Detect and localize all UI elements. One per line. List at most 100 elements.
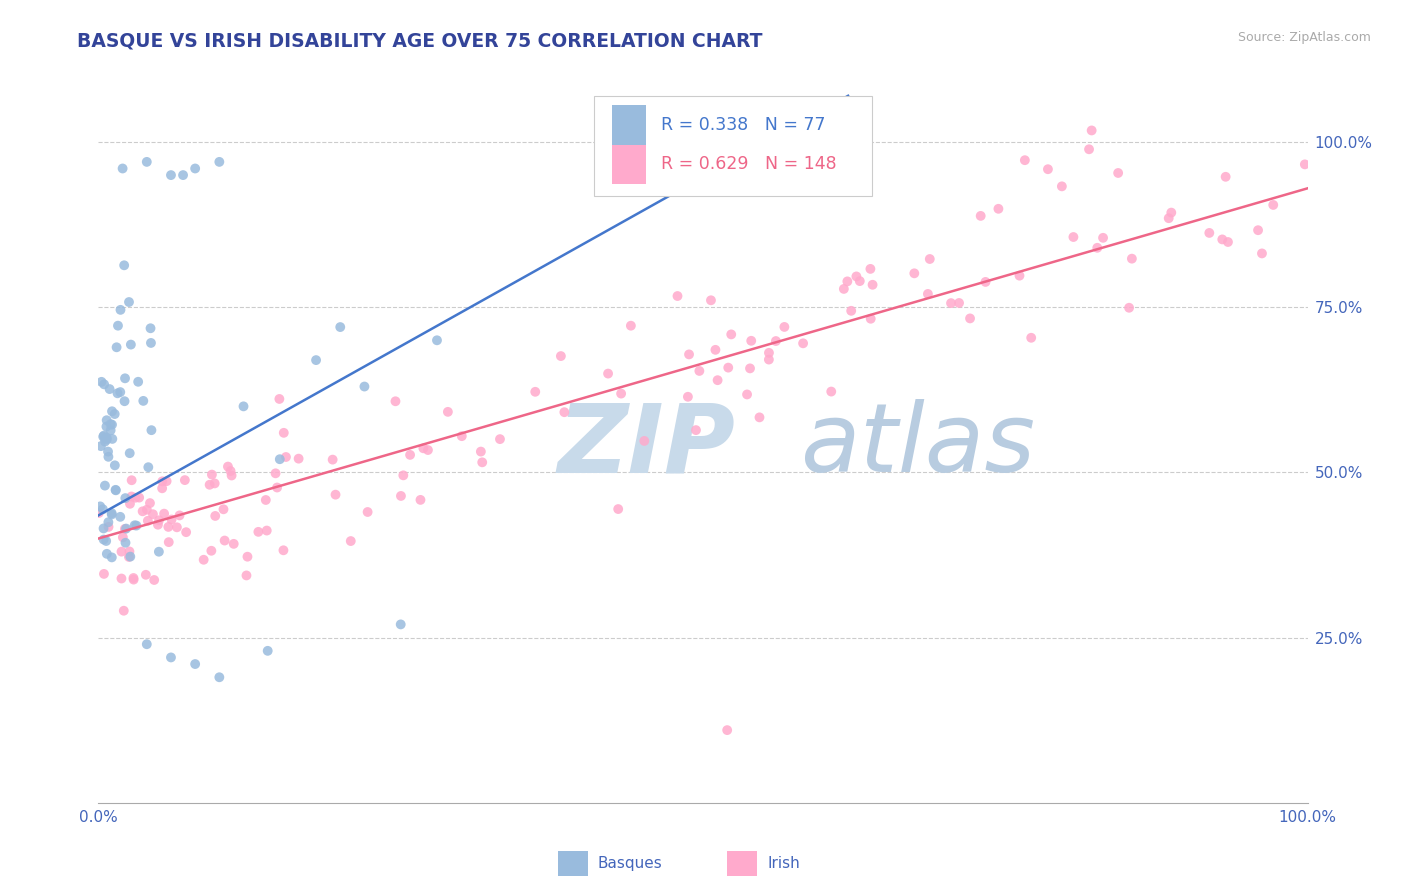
Point: [97, 520, 120, 534]
Point: [139, 321, 162, 335]
Point: [214, 533, 236, 548]
Point: [160, 168, 183, 182]
FancyBboxPatch shape: [727, 851, 758, 876]
Point: [426, 333, 449, 347]
Point: [274, 450, 297, 464]
Point: [97, 515, 120, 529]
Point: [184, 657, 207, 671]
Point: [1247, 223, 1270, 237]
Point: [1050, 179, 1073, 194]
Point: [416, 443, 439, 458]
Point: [132, 393, 155, 408]
Point: [849, 274, 872, 288]
Point: [200, 543, 222, 558]
Point: [1080, 123, 1102, 137]
Point: [157, 535, 180, 549]
Point: [148, 513, 170, 527]
Point: [273, 425, 295, 440]
Point: [198, 477, 221, 491]
Point: [792, 336, 814, 351]
Point: [1121, 252, 1143, 266]
Point: [97, 450, 120, 464]
Point: [118, 497, 141, 511]
Point: [136, 460, 159, 475]
Point: [112, 604, 135, 618]
Point: [169, 508, 191, 523]
Point: [101, 550, 124, 565]
Point: [339, 534, 361, 549]
Point: [96, 533, 118, 548]
Point: [124, 518, 146, 533]
Point: [94, 431, 117, 445]
Point: [90, 375, 112, 389]
FancyBboxPatch shape: [613, 145, 647, 184]
Point: [235, 568, 257, 582]
Point: [104, 458, 127, 473]
Point: [96, 431, 118, 445]
Point: [676, 390, 699, 404]
Point: [773, 320, 796, 334]
Point: [1160, 205, 1182, 219]
Point: [550, 349, 572, 363]
Point: [839, 303, 862, 318]
Point: [236, 549, 259, 564]
Text: Irish: Irish: [768, 856, 800, 871]
Point: [107, 318, 129, 333]
Point: [232, 400, 254, 414]
Point: [89, 500, 111, 514]
Point: [273, 543, 295, 558]
Point: [96, 547, 118, 561]
Point: [1019, 331, 1042, 345]
Point: [98, 382, 121, 396]
Point: [141, 423, 163, 437]
Point: [118, 544, 141, 558]
Point: [146, 517, 169, 532]
Point: [204, 508, 226, 523]
Point: [1251, 246, 1274, 260]
Point: [1062, 230, 1084, 244]
Point: [254, 493, 277, 508]
Point: [127, 375, 149, 389]
Point: [139, 496, 162, 510]
Point: [412, 442, 434, 456]
Point: [173, 473, 195, 487]
Point: [93, 428, 115, 442]
Point: [678, 347, 700, 361]
Point: [1107, 166, 1129, 180]
Point: [96, 433, 118, 447]
Point: [104, 483, 127, 497]
Point: [156, 474, 179, 488]
Point: [148, 545, 170, 559]
Point: [114, 535, 136, 549]
Point: [212, 502, 235, 516]
Point: [93, 566, 115, 581]
Point: [100, 506, 122, 520]
Point: [93, 377, 115, 392]
Point: [193, 553, 215, 567]
Point: [1118, 301, 1140, 315]
Point: [97, 444, 120, 458]
Point: [118, 446, 141, 460]
Point: [110, 302, 132, 317]
Point: [111, 161, 134, 176]
Point: [1078, 142, 1101, 156]
Point: [399, 448, 422, 462]
Point: [269, 392, 291, 406]
Point: [353, 379, 375, 393]
Point: [104, 407, 127, 421]
Point: [94, 478, 117, 492]
Point: [91, 430, 114, 444]
Point: [121, 490, 143, 504]
Point: [384, 394, 406, 409]
Point: [256, 644, 278, 658]
Point: [136, 514, 159, 528]
Point: [184, 161, 207, 176]
Point: [124, 491, 146, 505]
Point: [208, 154, 231, 169]
Point: [437, 405, 460, 419]
Point: [706, 373, 728, 387]
Point: [101, 417, 124, 432]
Point: [247, 524, 270, 539]
Point: [959, 311, 981, 326]
Point: [470, 444, 492, 458]
